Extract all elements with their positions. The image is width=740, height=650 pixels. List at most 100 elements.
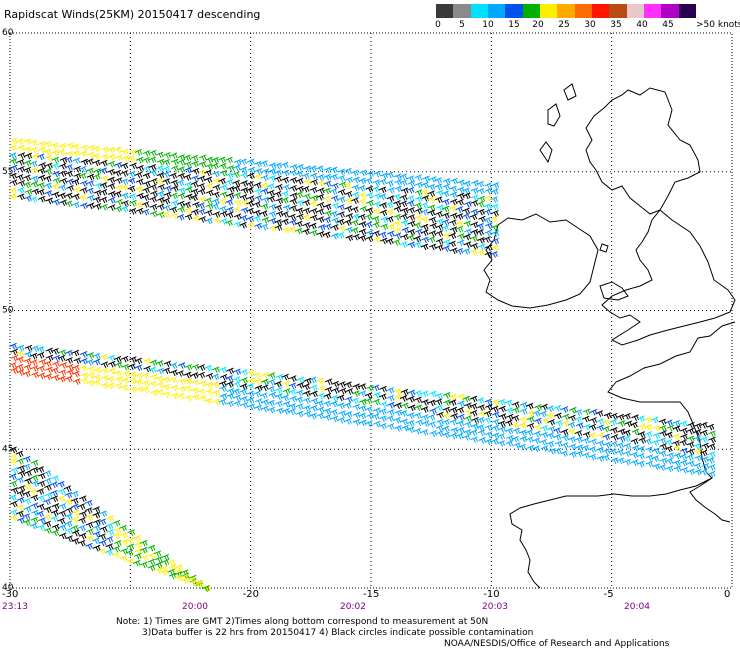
wind-barb xyxy=(260,174,269,182)
wind-barb xyxy=(638,423,646,431)
wind-barb xyxy=(407,220,416,228)
wind-barb xyxy=(525,402,534,410)
wind-barb xyxy=(44,373,53,381)
wind-barb xyxy=(582,408,591,416)
wind-barb xyxy=(162,367,171,375)
wind-barb xyxy=(58,524,67,531)
wind-barb xyxy=(93,379,101,387)
wind-barb xyxy=(436,418,444,426)
wind-barb xyxy=(99,182,108,189)
wind-barb xyxy=(30,196,38,203)
wind-barb xyxy=(415,181,423,189)
wind-barb xyxy=(330,415,339,423)
wind-barb xyxy=(428,421,436,428)
wind-barb xyxy=(673,444,681,452)
wind-barb xyxy=(371,215,380,223)
wind-barb xyxy=(120,170,129,177)
wind-barb xyxy=(393,388,402,395)
wind-barb xyxy=(289,204,298,212)
wind-barb xyxy=(435,223,444,231)
wind-barb xyxy=(316,165,324,173)
time-label: 20:00 xyxy=(182,602,208,612)
wind-barb xyxy=(380,172,389,180)
wind-barb xyxy=(119,524,127,532)
wind-barb xyxy=(429,176,437,183)
wind-barb xyxy=(10,467,19,474)
wind-barb xyxy=(93,168,102,175)
wind-barb xyxy=(150,190,158,198)
wind-barb xyxy=(316,193,325,201)
wind-barb xyxy=(435,230,444,237)
wind-barb xyxy=(366,199,374,207)
wind-barb xyxy=(498,405,506,413)
wind-barb xyxy=(623,458,632,466)
wind-barb xyxy=(43,520,52,528)
wind-barb xyxy=(301,185,310,193)
wind-barb xyxy=(303,377,312,385)
wind-barb xyxy=(491,411,500,419)
wind-barb xyxy=(191,208,199,216)
wind-barb xyxy=(247,166,256,174)
wind-barb xyxy=(365,235,374,243)
wind-barb xyxy=(385,238,394,245)
wind-barb xyxy=(52,177,61,185)
wind-barb xyxy=(295,410,304,418)
wind-barb xyxy=(115,184,124,192)
wind-barb xyxy=(331,232,339,240)
wind-barb xyxy=(477,404,485,411)
wind-barb xyxy=(386,171,394,179)
wind-barb xyxy=(700,468,708,476)
wind-barb xyxy=(393,200,401,207)
wind-barb xyxy=(378,193,387,201)
wind-barb xyxy=(497,433,506,440)
wind-barb xyxy=(78,172,87,180)
wind-barb xyxy=(126,537,134,545)
wind-barb xyxy=(470,235,478,242)
wind-barb xyxy=(71,178,80,186)
wind-barb xyxy=(99,510,108,518)
wind-barb xyxy=(441,218,450,226)
wind-barb xyxy=(100,153,109,161)
wind-barb xyxy=(177,362,186,369)
wind-barb xyxy=(484,187,493,195)
wind-barb xyxy=(596,440,605,447)
wind-barb xyxy=(65,527,73,535)
wind-barb xyxy=(84,507,93,514)
wind-barb xyxy=(198,161,207,168)
wind-barb xyxy=(120,548,129,555)
wind-barb xyxy=(43,498,51,506)
wind-barb xyxy=(281,176,289,184)
wind-barb xyxy=(275,387,283,394)
wind-barb xyxy=(386,394,395,402)
wind-barb xyxy=(184,394,192,402)
wind-barb xyxy=(303,193,311,200)
wind-barb xyxy=(589,438,597,446)
wind-barb xyxy=(303,397,311,404)
wind-barb xyxy=(337,188,346,196)
wind-barb xyxy=(317,224,326,231)
wind-barb xyxy=(232,206,240,214)
wind-barb xyxy=(178,378,186,386)
wind-barb xyxy=(36,488,45,495)
wind-barb xyxy=(156,211,165,219)
wind-barb xyxy=(455,225,464,233)
wind-barb xyxy=(455,206,464,213)
wind-barb xyxy=(323,414,332,421)
wind-barb xyxy=(407,228,416,236)
wind-barb xyxy=(86,167,94,175)
wind-barb xyxy=(407,234,415,242)
wind-barb xyxy=(162,197,171,205)
wind-barb xyxy=(162,178,171,185)
wind-barb xyxy=(100,361,109,369)
wind-barb xyxy=(359,205,368,213)
wind-barb xyxy=(107,160,116,168)
wind-barb xyxy=(24,477,32,485)
wind-barb xyxy=(637,452,645,460)
wind-barb xyxy=(59,362,68,369)
colorbar-swatch xyxy=(626,4,644,18)
wind-barb xyxy=(156,203,165,211)
wind-barb xyxy=(36,510,45,518)
wind-barb xyxy=(134,171,143,179)
colorbar-swatch xyxy=(505,4,523,18)
wind-barb xyxy=(546,432,555,439)
